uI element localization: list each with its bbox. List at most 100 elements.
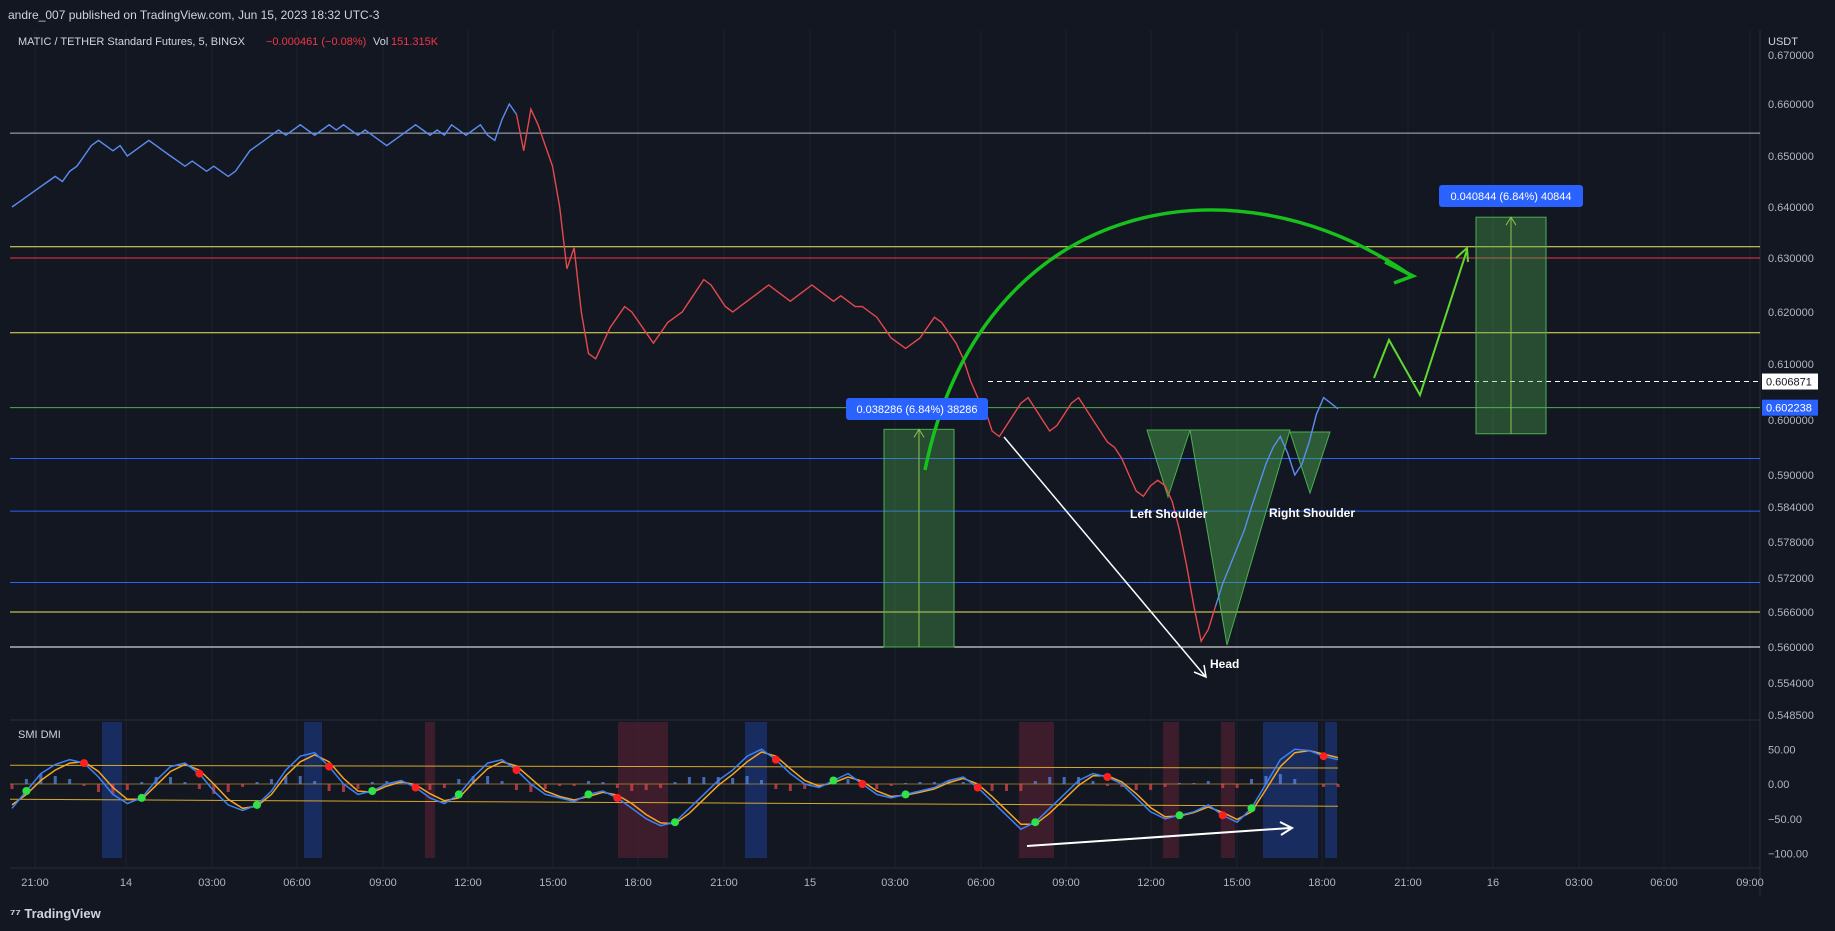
osc-cross-dot [858,780,867,788]
legend-change: −0.000461 (−0.08%) [266,36,366,48]
osc-cross-dot [325,762,334,771]
osc-cross-dot [253,800,261,809]
osc-cross-dot [901,790,910,799]
osc-cross-dot [1247,804,1256,813]
logo-mark: ⁷⁷ [10,906,25,921]
right-shoulder-triangle [1289,431,1331,495]
time-tick-label: 21:00 [21,877,49,889]
oscillator-pane [9,722,1340,858]
price-pane-bg [10,30,1760,720]
annotations: 0.038286 (6.84%) 38286 0.040844 (6.84%) 4… [846,185,1583,679]
osc-cross-dot [80,759,89,768]
time-tick-label: 06:00 [967,877,995,889]
price-tick-label: 0.572000 [1768,573,1814,585]
marked-price-badge [1762,399,1818,416]
osc-tick-label: 50.00 [1768,744,1796,756]
osc-cross-dot [411,783,420,792]
price-line-red [515,106,1217,644]
time-tick-label: 06:00 [1650,877,1678,889]
time-tick-label: 21:00 [710,877,738,889]
time-tick-label: 18:00 [1308,877,1336,889]
price-tick-label: 0.640000 [1768,202,1814,214]
price-tick-label: 0.560000 [1768,642,1814,654]
price-tick-label: 0.578000 [1768,537,1814,549]
osc-cross-dot [454,790,463,799]
osc-tick-label: −50.00 [1768,814,1802,826]
price-tick-label: 0.610000 [1768,359,1814,371]
osc-cross-dot [195,769,204,778]
osc-shaded-band [1163,722,1179,858]
osc-shaded-band [1221,722,1235,858]
price-tick-label: 0.566000 [1768,607,1814,619]
osc-shaded-band [304,722,322,858]
marked-price-badge-text: 0.602238 [1766,403,1812,415]
publisher-text: andre_007 published on TradingView.com, … [8,8,380,22]
osc-cross-dot [1175,811,1184,820]
osc-shaded-band [1325,722,1337,858]
osc-cross-dot [512,766,521,775]
measure-label-left-bg [846,398,988,420]
time-tick-label: 15:00 [539,877,567,889]
time-tick-label: 03:00 [881,877,909,889]
price-tick-label: 0.630000 [1768,253,1814,265]
price-line-blue [11,102,518,208]
measure-label-right-bg [1439,185,1583,207]
time-tick-label: 14 [120,877,132,889]
osc-shaded-band [618,722,668,858]
time-tick-label: 16 [1487,877,1499,889]
osc-shaded-band [745,722,767,858]
measure-box-left-arrowhead [913,428,925,438]
logo-text: TradingView [24,906,101,921]
price-tick-label: 0.620000 [1768,307,1814,319]
osc-cross-dot [137,793,146,802]
head-pointer-arrow [1003,436,1206,677]
price-axis-unit: USDT [1768,36,1798,48]
head-label: Head [1210,657,1239,671]
time-tick-label: 09:00 [369,877,397,889]
right-shoulder-label: Right Shoulder [1269,506,1355,520]
axes: 21:00 14 03:00 06:00 09:00 12:00 15:00 18:00 21:… [21,36,1818,889]
tradingview-logo[interactable]: ⁷⁷ TradingView [10,906,101,921]
osc-tick-label: −100.00 [1768,849,1808,861]
time-tick-label: 06:00 [283,877,311,889]
price-tick-label: 0.584000 [1768,502,1814,514]
time-tick-label: 03:00 [198,877,226,889]
osc-cross-dot [1031,818,1040,827]
legend-vol-label: Vol [373,36,388,48]
measure-box-right-arrowhead [1505,216,1517,226]
measure-label-left: 0.038286 (6.84%) 38286 [856,404,977,416]
osc-divergence-arrowhead [1279,821,1295,836]
price-tick-label: 0.650000 [1768,151,1814,163]
measure-label-right: 0.040844 (6.84%) 40844 [1450,191,1571,203]
legend-vol-value: 151.315K [391,36,439,48]
price-tick-label: 0.600000 [1768,415,1814,427]
time-tick-label: 15:00 [1223,877,1251,889]
time-tick-label: 18:00 [624,877,652,889]
osc-shaded-band [1263,722,1318,858]
price-tick-label: 0.590000 [1768,470,1814,482]
osc-shaded-band [1019,722,1054,858]
grid [10,30,1761,895]
projection-arc-arrow [923,208,1411,471]
left-shoulder-label: Left Shoulder [1130,507,1208,521]
osc-tick-label: 0.00 [1768,779,1789,791]
osc-cross-dot [973,783,982,792]
osc-divergence-line [1026,827,1291,847]
osc-cross-dot [22,787,31,795]
current-price-badge-text: 0.606871 [1766,377,1812,389]
osc-cross-dot [584,790,593,799]
head-triangle [1189,429,1291,646]
time-tick-label: 09:00 [1736,877,1764,889]
time-tick-label: 12:00 [454,877,482,889]
osc-cross-dot [368,787,377,795]
price-tick-label: 0.548500 [1768,710,1814,722]
legend-symbol: MATIC / TETHER Standard Futures, 5, BING… [18,36,246,48]
time-tick-label: 03:00 [1565,877,1593,889]
osc-cross-dot [1319,752,1328,761]
osc-cross-dot [1218,811,1227,820]
osc-cross-dot [671,818,679,827]
projection-zigzag [1373,249,1468,398]
publisher-bar: andre_007 published on TradingView.com, … [0,0,1835,28]
price-tick-label: 0.670000 [1768,50,1814,62]
